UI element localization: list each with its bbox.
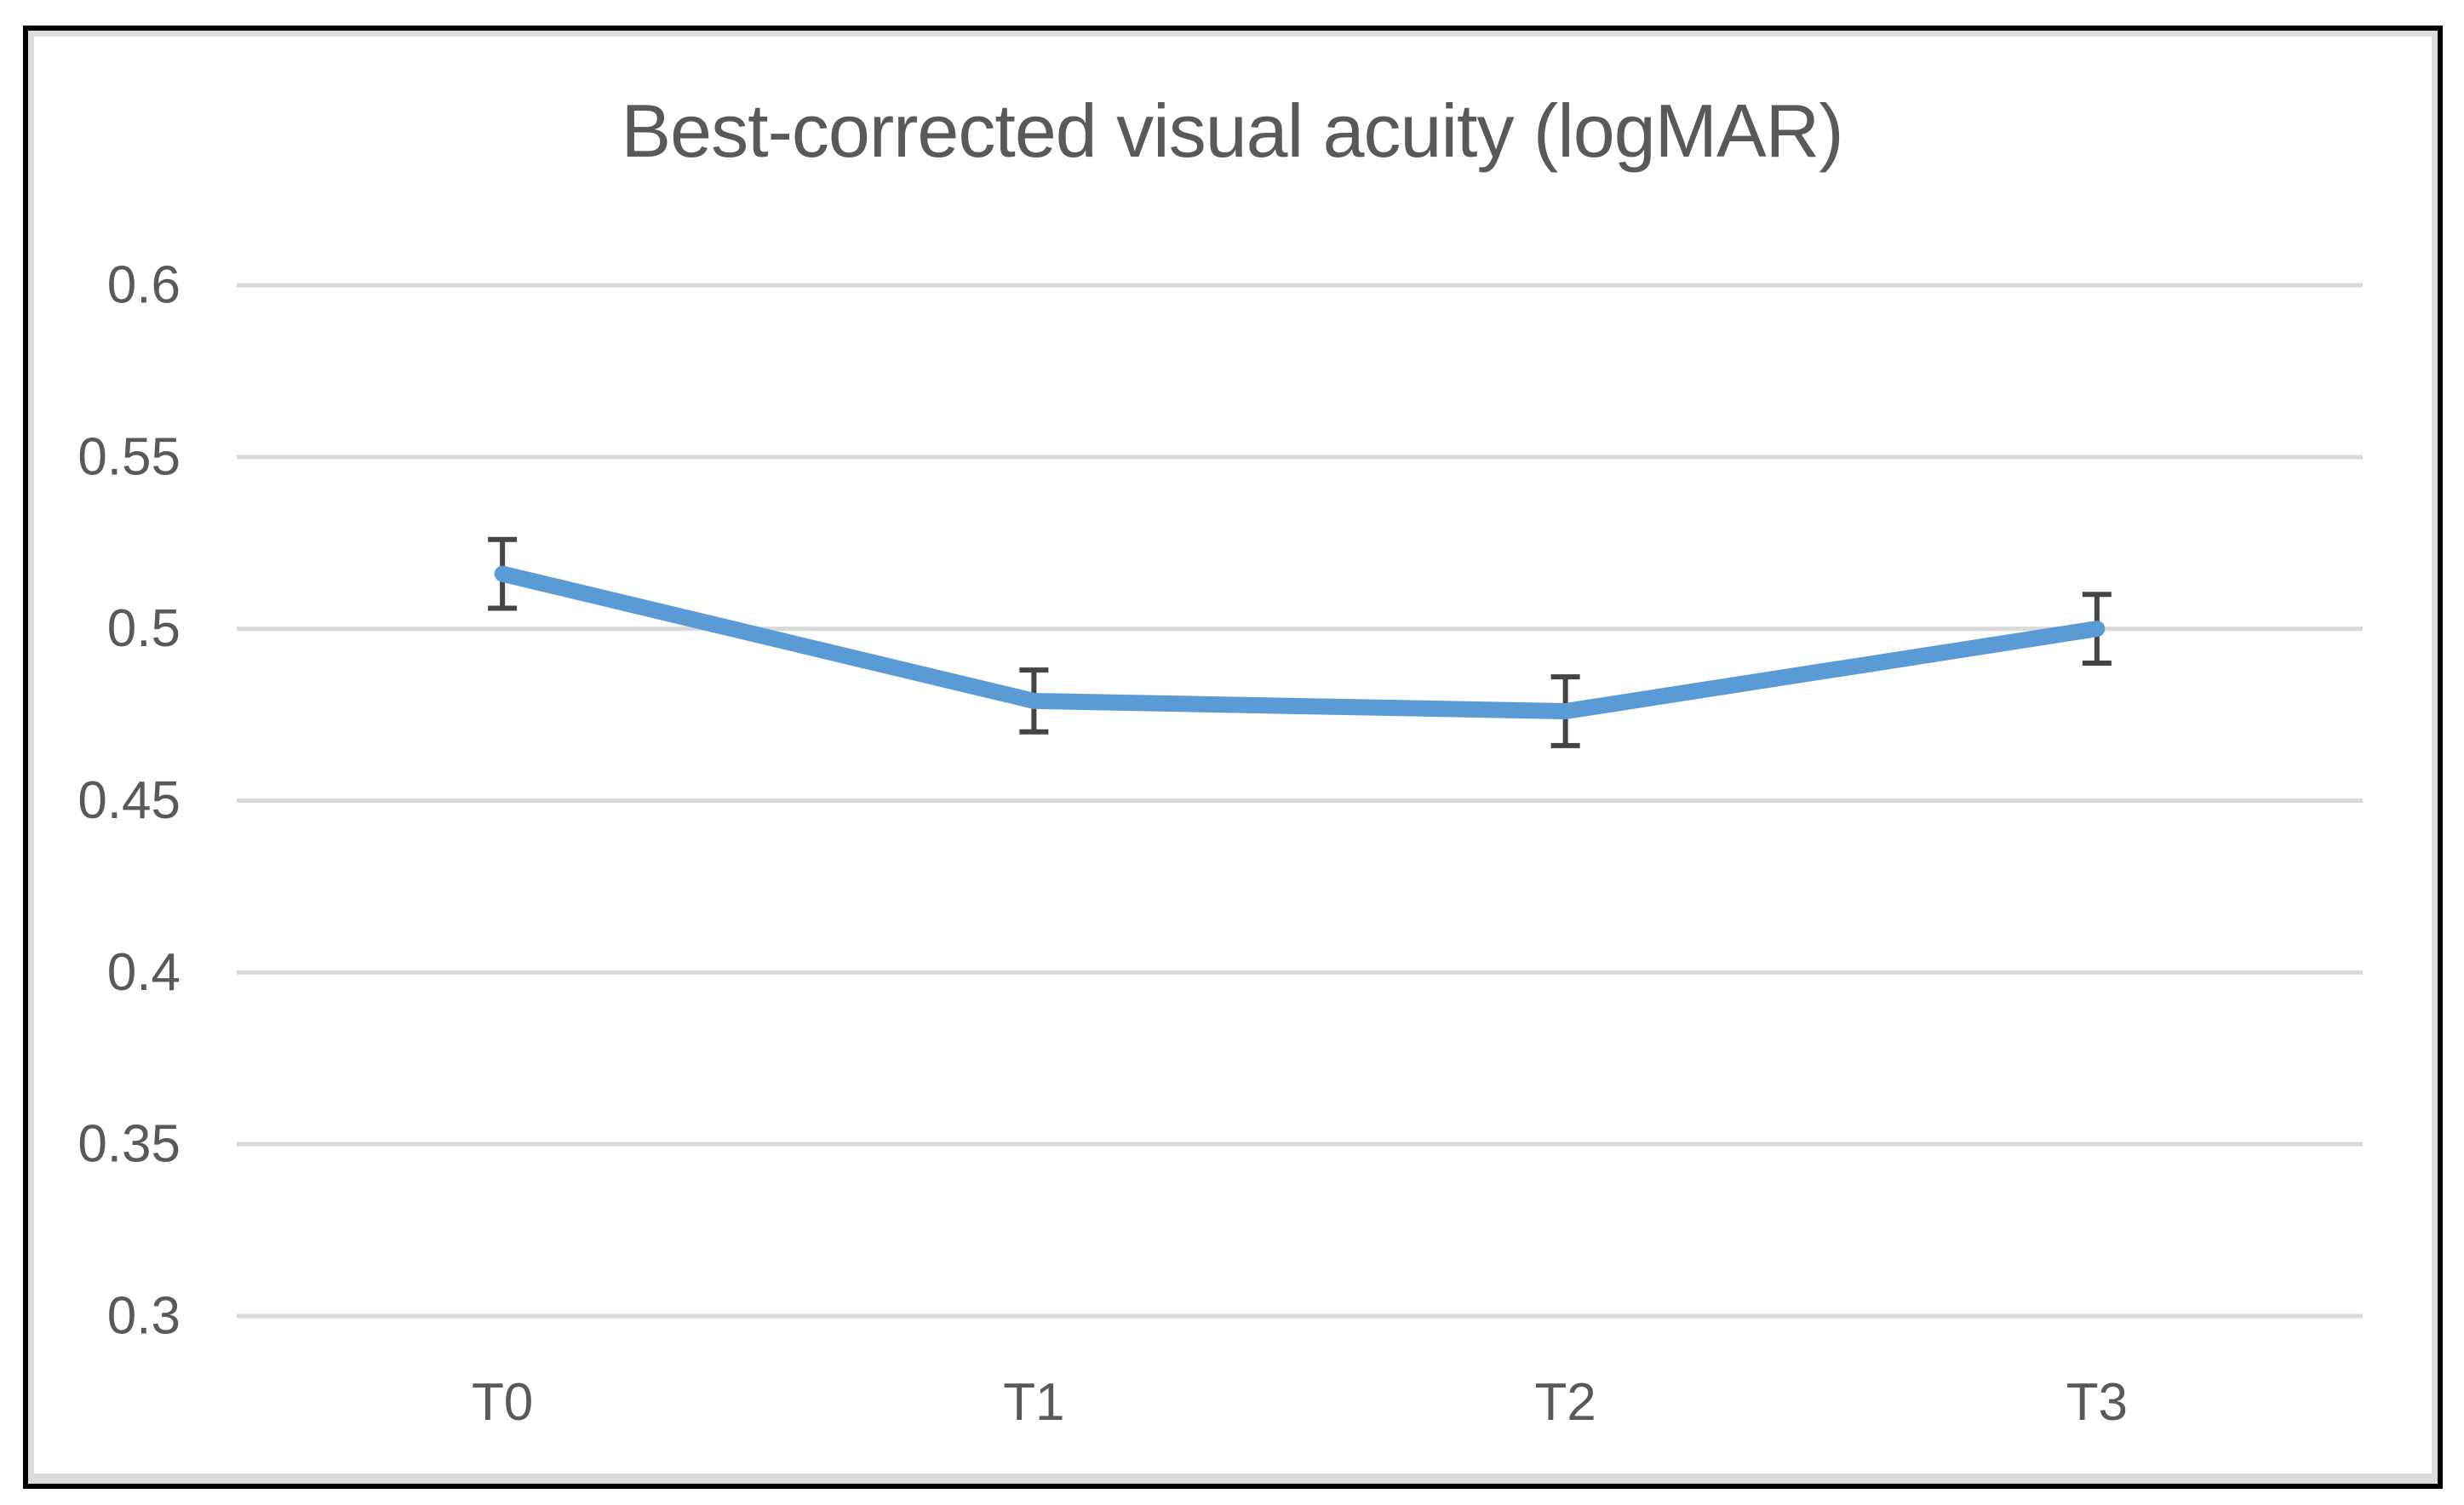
x-category-label: T1 [1003, 1373, 1064, 1432]
chart-frame [23, 26, 2443, 1489]
y-tick-label: 0.35 [77, 1115, 181, 1174]
x-category-label: T2 [1534, 1373, 1596, 1432]
data-line [494, 565, 2106, 720]
chart-title: Best-corrected visual acuity (logMAR) [621, 89, 1843, 173]
y-tick-label: 0.5 [107, 599, 181, 658]
y-tick-label: 0.3 [107, 1287, 181, 1346]
y-tick-label: 0.4 [107, 943, 181, 1002]
y-tick-label: 0.55 [77, 427, 181, 486]
y-tick-label: 0.45 [77, 771, 181, 830]
x-category-label: T3 [2066, 1373, 2128, 1432]
x-category-label: T0 [472, 1373, 533, 1432]
y-tick-label: 0.6 [107, 256, 181, 315]
